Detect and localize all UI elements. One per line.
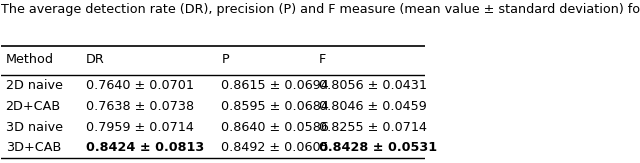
Text: 0.8428 ± 0.0531: 0.8428 ± 0.0531 bbox=[319, 141, 437, 155]
Text: The average detection rate (DR), precision (P) and F measure (mean value ± stand: The average detection rate (DR), precisi… bbox=[1, 3, 640, 16]
Text: Method: Method bbox=[6, 53, 54, 66]
Text: F: F bbox=[319, 53, 326, 66]
Text: DR: DR bbox=[86, 53, 105, 66]
Text: 0.8615 ± 0.0694: 0.8615 ± 0.0694 bbox=[221, 79, 329, 92]
Text: 0.7959 ± 0.0714: 0.7959 ± 0.0714 bbox=[86, 121, 194, 134]
Text: 0.8056 ± 0.0431: 0.8056 ± 0.0431 bbox=[319, 79, 427, 92]
Text: 2D naive: 2D naive bbox=[6, 79, 63, 92]
Text: 0.8640 ± 0.0586: 0.8640 ± 0.0586 bbox=[221, 121, 330, 134]
Text: 0.7638 ± 0.0738: 0.7638 ± 0.0738 bbox=[86, 100, 194, 113]
Text: 2D+CAB: 2D+CAB bbox=[6, 100, 61, 113]
Text: 3D naive: 3D naive bbox=[6, 121, 63, 134]
Text: 0.8595 ± 0.0684: 0.8595 ± 0.0684 bbox=[221, 100, 330, 113]
Text: 0.8255 ± 0.0714: 0.8255 ± 0.0714 bbox=[319, 121, 427, 134]
Text: P: P bbox=[221, 53, 229, 66]
Text: 0.7640 ± 0.0701: 0.7640 ± 0.0701 bbox=[86, 79, 194, 92]
Text: 0.8424 ± 0.0813: 0.8424 ± 0.0813 bbox=[86, 141, 204, 155]
Text: 0.8046 ± 0.0459: 0.8046 ± 0.0459 bbox=[319, 100, 426, 113]
Text: 3D+CAB: 3D+CAB bbox=[6, 141, 61, 155]
Text: 0.8492 ± 0.0605: 0.8492 ± 0.0605 bbox=[221, 141, 329, 155]
